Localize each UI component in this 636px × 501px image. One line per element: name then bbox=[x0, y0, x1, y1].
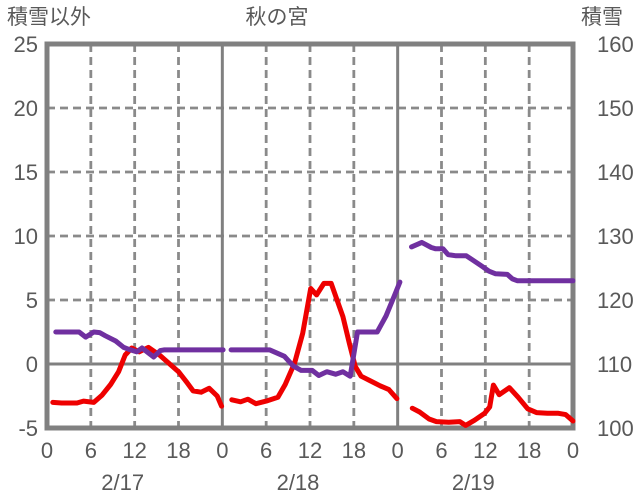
x-axis-hour-label: 6 bbox=[435, 438, 447, 463]
x-axis-hour-label: 6 bbox=[85, 438, 97, 463]
series-line-red bbox=[229, 280, 400, 407]
x-axis-hour-label: 18 bbox=[342, 438, 366, 463]
right-axis-tick-label: 110 bbox=[597, 352, 632, 377]
chart-title: 秋の宮 bbox=[245, 6, 309, 29]
left-axis-tick-label: 5 bbox=[26, 288, 38, 313]
right-axis-tick-label: 130 bbox=[597, 224, 634, 249]
x-axis-date-label: 2/17 bbox=[101, 470, 144, 495]
left-axis-tick-label: 25 bbox=[14, 32, 38, 57]
left-axis-tick-label: 15 bbox=[14, 160, 38, 185]
right-axis-tick-label: 140 bbox=[597, 160, 634, 185]
series-line-purple bbox=[228, 279, 403, 379]
x-axis-hour-label: 12 bbox=[473, 438, 497, 463]
x-axis-hour-label: 6 bbox=[260, 438, 272, 463]
series-line-red bbox=[50, 344, 225, 409]
left-axis-tick-label: 20 bbox=[14, 96, 38, 121]
x-axis-hour-label: 0 bbox=[567, 438, 579, 463]
x-axis-hour-label: 0 bbox=[392, 438, 404, 463]
right-axis-tick-label: 150 bbox=[597, 96, 634, 121]
left-axis-tick-label: 10 bbox=[14, 224, 38, 249]
plot-border bbox=[44, 41, 576, 431]
left-axis-title: 積雪以外 bbox=[7, 6, 91, 29]
x-axis-hour-label: 18 bbox=[166, 438, 190, 463]
right-axis-title: 積雪 bbox=[581, 6, 623, 29]
left-axis-tick-label: 0 bbox=[26, 352, 38, 377]
x-axis-date-label: 2/18 bbox=[277, 470, 320, 495]
series-line-purple bbox=[53, 329, 226, 360]
x-axis-hour-label: 18 bbox=[517, 438, 541, 463]
right-axis-tick-label: 100 bbox=[597, 416, 634, 441]
right-axis-tick-label: 160 bbox=[597, 32, 634, 57]
series-line-red bbox=[409, 382, 576, 428]
x-axis-hour-label: 0 bbox=[41, 438, 53, 463]
x-axis-date-label: 2/19 bbox=[452, 470, 495, 495]
x-axis-hour-label: 0 bbox=[216, 438, 228, 463]
x-axis-hour-label: 12 bbox=[122, 438, 146, 463]
series-line-purple bbox=[409, 239, 576, 284]
left-axis-tick-label: -5 bbox=[18, 416, 38, 441]
right-axis-tick-label: 120 bbox=[597, 288, 634, 313]
x-axis-hour-label: 12 bbox=[298, 438, 322, 463]
